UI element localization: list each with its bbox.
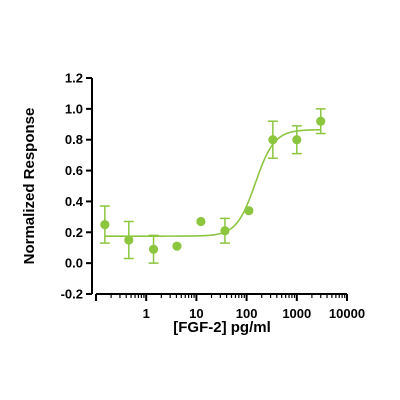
x-tick-label: 100 xyxy=(236,306,258,321)
y-tick-label: 0.8 xyxy=(65,132,83,147)
data-point xyxy=(124,235,134,245)
data-point xyxy=(316,116,326,126)
data-point xyxy=(196,216,206,227)
y-tick-label: 0.4 xyxy=(65,194,84,209)
x-tick-label: 10000 xyxy=(329,306,365,321)
x-axis-title: [FGF-2] pg/ml xyxy=(173,319,271,336)
x-tick-label: 1000 xyxy=(282,306,311,321)
data-points-layer xyxy=(100,116,326,254)
data-point xyxy=(172,241,182,251)
data-point xyxy=(292,135,302,145)
data-point xyxy=(100,219,110,230)
y-tick-label: -0.2 xyxy=(61,287,83,302)
y-tick-label: 1.0 xyxy=(65,101,83,116)
y-tick-label: 0.6 xyxy=(65,163,83,178)
data-point xyxy=(220,226,230,236)
x-tick-label: 10 xyxy=(189,306,203,321)
y-tick-label: 0.0 xyxy=(65,256,83,271)
y-tick-label: 1.2 xyxy=(65,71,83,86)
data-point xyxy=(244,206,254,216)
y-tick-label: 0.2 xyxy=(65,225,83,240)
fit-curve-layer xyxy=(104,128,321,237)
data-point xyxy=(148,244,159,254)
data-point xyxy=(268,135,278,145)
y-axis-title: Normalized Response xyxy=(21,108,38,265)
y-axis: -0.2 0.0 0.2 0.4 0.6 0.8 1.0 1.2 xyxy=(61,71,93,302)
x-tick-label: 1 xyxy=(143,306,150,321)
fit-curve xyxy=(104,128,321,237)
x-axis: 1 10 100 1000 10000 xyxy=(95,293,365,321)
